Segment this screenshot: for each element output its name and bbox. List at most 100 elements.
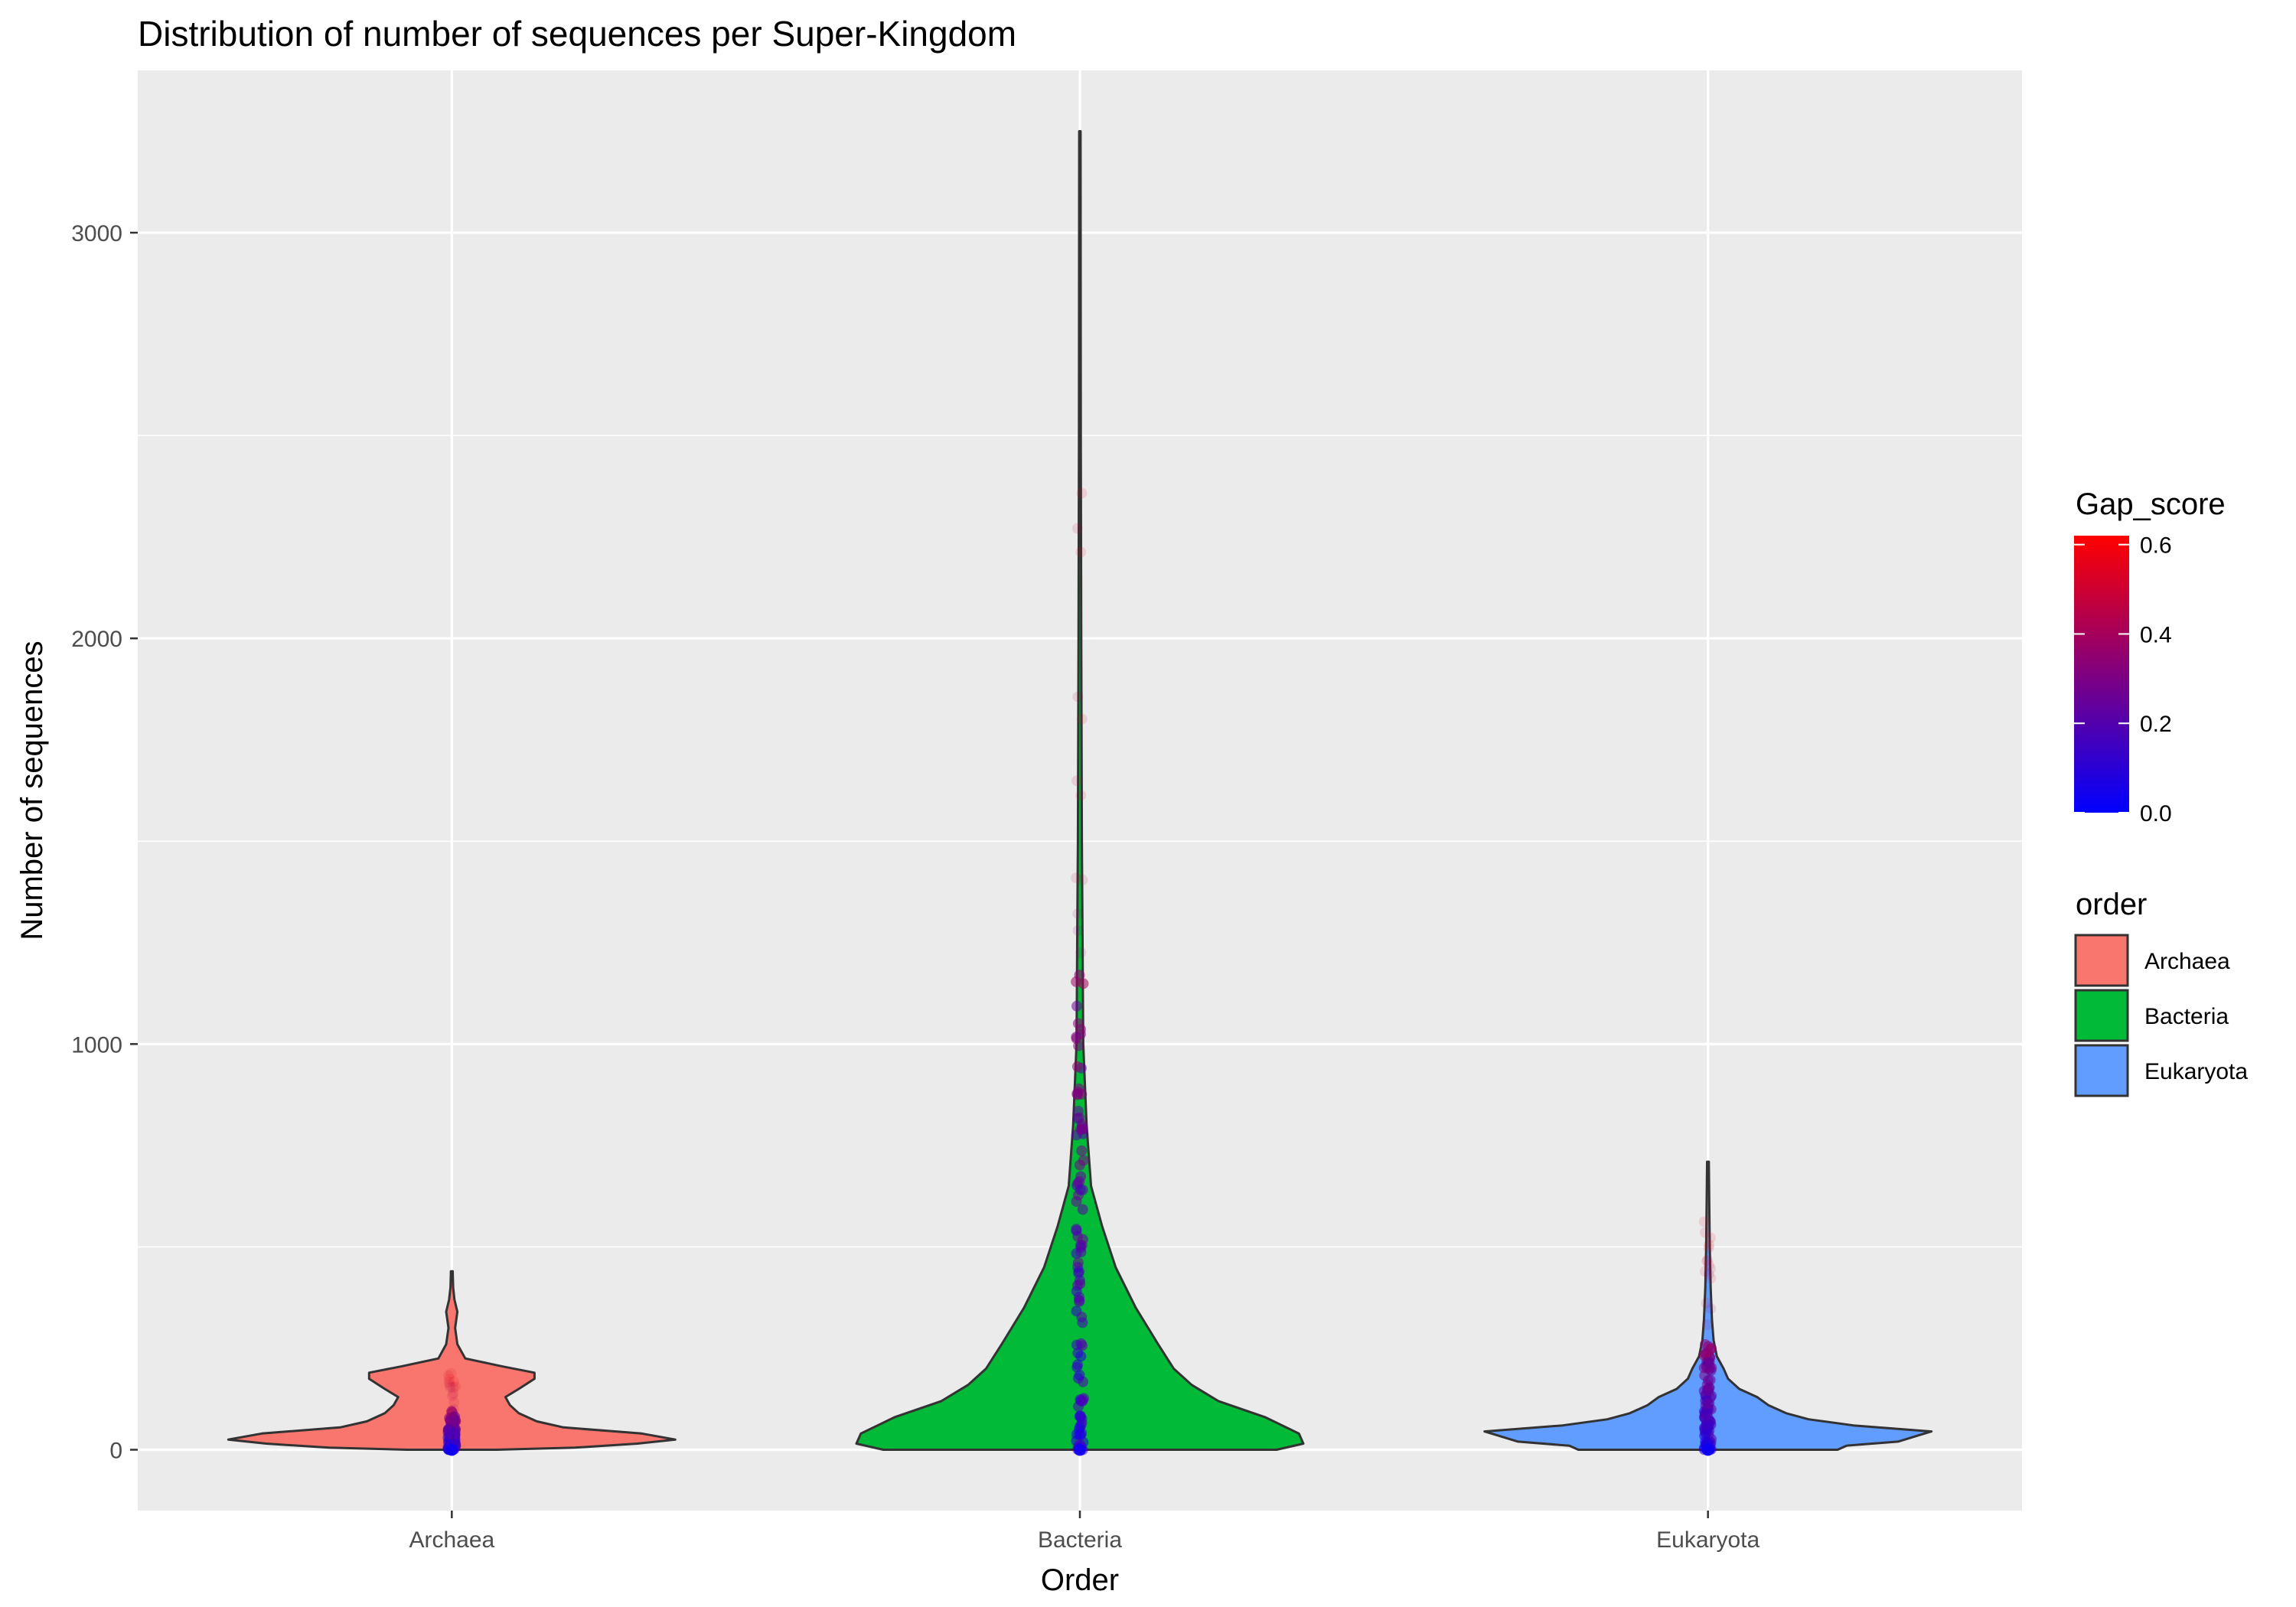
y-tick-label: 0 [109, 1438, 122, 1463]
data-point [1075, 1184, 1086, 1195]
data-point [1703, 1420, 1714, 1431]
data-point [1703, 1357, 1714, 1368]
violins [227, 130, 1933, 1451]
data-point [1078, 1393, 1089, 1404]
data-point [1075, 1123, 1086, 1135]
points-archaea [442, 1367, 461, 1456]
data-point [1077, 1234, 1088, 1245]
data-point [448, 1426, 459, 1438]
data-point [450, 1380, 461, 1392]
gap-score-ticks: 0.0 0.2 0.4 0.6 [2074, 533, 2172, 826]
data-point [1701, 1256, 1713, 1267]
data-point [1072, 908, 1084, 920]
data-point [443, 1370, 455, 1381]
data-point [1703, 1242, 1714, 1253]
data-point [445, 1367, 457, 1379]
data-point [448, 1387, 459, 1399]
colorbar-tick-label: 0.4 [2140, 622, 2172, 647]
data-point [443, 1377, 455, 1388]
data-point [448, 1376, 459, 1387]
data-point [449, 1411, 461, 1423]
data-point [1071, 872, 1082, 884]
data-point [1704, 1232, 1716, 1244]
data-point [1699, 1266, 1711, 1277]
x-axis-title: Order [1041, 1563, 1119, 1597]
data-point [1071, 1088, 1083, 1100]
x-axis: Archaea Bacteria Eukaryota [409, 1511, 1760, 1553]
legend-label-archaea: Archaea [2144, 949, 2230, 974]
data-point [1703, 1260, 1714, 1271]
data-point [1076, 713, 1088, 725]
data-point [1075, 1351, 1087, 1362]
chart-title: Distribution of number of sequences per … [138, 14, 1016, 54]
violin-archaea [227, 1270, 677, 1451]
data-point [1071, 775, 1082, 787]
y-axis-title: Number of sequences [15, 641, 49, 940]
order-legend-entries: Archaea Bacteria Eukaryota [2074, 934, 2248, 1097]
legend-swatch-eukaryota [2074, 1044, 2129, 1097]
data-point [1072, 691, 1084, 702]
data-point [1074, 1295, 1085, 1306]
data-point [447, 1390, 458, 1401]
data-point [1704, 1397, 1715, 1409]
gap-score-legend: Gap_score 0.0 0.2 0.4 0.6 [2074, 487, 2226, 826]
data-point [448, 1382, 459, 1393]
x-tick-label: Eukaryota [1656, 1527, 1760, 1553]
jitter-points [442, 487, 1717, 1456]
data-point [1071, 1032, 1082, 1043]
data-point [1703, 1268, 1714, 1279]
y-tick-label: 2000 [71, 627, 122, 652]
data-point [445, 1381, 456, 1393]
data-point [1071, 523, 1083, 534]
data-point [1077, 1317, 1088, 1328]
x-tick-label: Bacteria [1038, 1527, 1122, 1553]
x-tick-label: Archaea [409, 1527, 494, 1553]
data-point [1075, 947, 1087, 958]
data-point [1701, 1443, 1714, 1456]
data-point [1704, 1374, 1716, 1386]
data-point [1701, 1319, 1713, 1330]
data-point [1700, 1227, 1711, 1238]
y-tick-label: 1000 [71, 1032, 122, 1058]
order-legend: order Archaea Bacteria Eukaryota [2074, 888, 2248, 1097]
gap-score-colorbar [2074, 536, 2129, 813]
data-point [448, 1397, 460, 1408]
data-point [1071, 1000, 1082, 1012]
data-point [445, 1443, 458, 1456]
data-point [1072, 925, 1084, 936]
data-point [1078, 1155, 1089, 1166]
data-point [444, 1379, 455, 1390]
legend-swatch-archaea [2074, 934, 2129, 987]
points-eukaryota [1698, 1216, 1717, 1456]
data-point [1705, 1273, 1717, 1284]
data-point [1076, 1145, 1088, 1156]
data-point [1072, 1018, 1084, 1029]
data-point [1075, 1171, 1087, 1182]
data-point [1074, 1423, 1085, 1435]
data-point [1702, 1254, 1714, 1266]
data-point [1076, 1413, 1088, 1424]
data-point [1071, 1196, 1082, 1208]
data-point [1075, 790, 1087, 801]
gap-score-legend-title: Gap_score [2076, 487, 2226, 521]
data-point [1698, 1216, 1710, 1227]
data-point [1071, 1224, 1082, 1235]
data-point [1705, 1263, 1716, 1274]
data-point [1704, 1239, 1715, 1250]
y-axis: 0 1000 2000 3000 [71, 221, 138, 1463]
data-point [1072, 1257, 1084, 1268]
y-tick-label: 3000 [71, 221, 122, 246]
data-point [1705, 1303, 1717, 1315]
data-point [1077, 874, 1088, 885]
data-point [1076, 487, 1088, 499]
data-point [1071, 1286, 1082, 1297]
colorbar-tick-label: 0.6 [2140, 533, 2172, 559]
colorbar-tick-label: 0.2 [2140, 712, 2172, 737]
legend-swatch-bacteria [2074, 989, 2129, 1042]
data-point [1075, 1242, 1087, 1253]
data-point [1074, 1443, 1086, 1456]
data-point [1077, 1204, 1088, 1215]
data-point [1071, 1339, 1082, 1351]
order-legend-title: order [2076, 888, 2147, 921]
